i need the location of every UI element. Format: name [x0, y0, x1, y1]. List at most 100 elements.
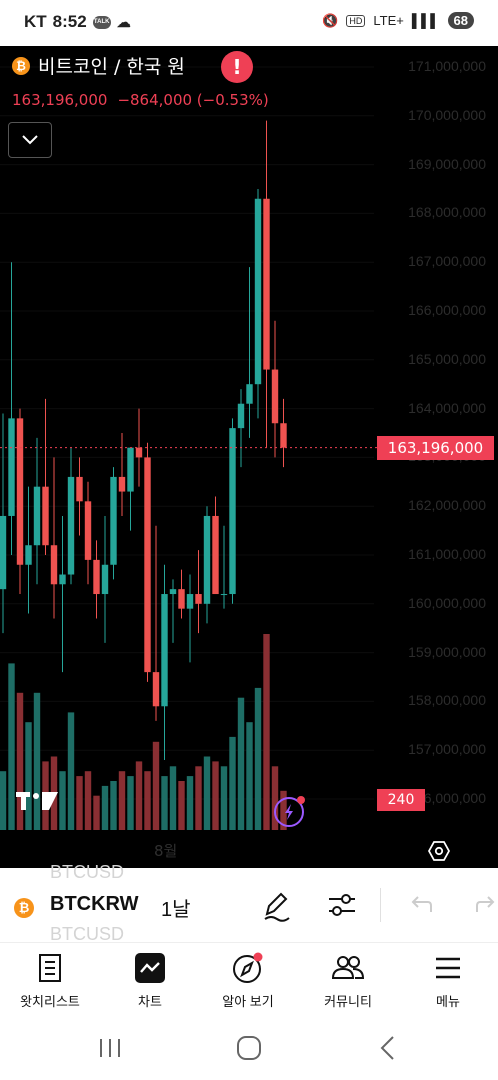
- nav-label: 커뮤니티: [324, 994, 372, 1009]
- y-axis-tick: 161,000,000: [408, 546, 486, 562]
- toolbar-divider: [380, 888, 381, 922]
- candle-body: [50, 545, 58, 585]
- volume-bar: [152, 741, 160, 830]
- status-bar: KT 8:52 TALK ☁ 🔇 HD LTE+ ▌▌▌ 68: [0, 0, 498, 46]
- candle-body: [220, 594, 228, 596]
- volume-bar: [16, 692, 24, 830]
- last-price: 163,196,000: [12, 91, 108, 109]
- nav-explore[interactable]: 알아 보기: [198, 951, 298, 1010]
- symbol-header[interactable]: ₿ 비트코인 / 한국 원: [12, 52, 185, 79]
- battery-level: 68: [447, 12, 474, 29]
- mute-icon: 🔇: [322, 12, 339, 28]
- candle-body: [93, 559, 100, 595]
- redo-icon[interactable]: [474, 888, 498, 923]
- ghost-symbol-below: BTCUSD: [50, 924, 125, 944]
- bitcoin-icon: ₿: [14, 898, 34, 918]
- recent-apps-icon[interactable]: [98, 1036, 122, 1064]
- volume-bar: [212, 761, 219, 830]
- candle-body: [67, 476, 75, 575]
- notification-dot: [297, 796, 305, 804]
- nav-chart[interactable]: 차트: [100, 951, 200, 1010]
- volume-bar: [144, 771, 151, 830]
- y-axis-tick: 168,000,000: [408, 204, 486, 221]
- volume-bar: [263, 634, 270, 830]
- volume-bar: [0, 771, 7, 830]
- volume-bar: [84, 771, 92, 830]
- exclamation-icon[interactable]: !: [221, 51, 253, 83]
- chart-settings-icon[interactable]: [427, 840, 451, 866]
- volume-bar: [59, 771, 66, 830]
- candle-body: [84, 501, 92, 560]
- y-axis-tick: 160,000,000: [408, 594, 486, 611]
- price-change: −864,000 (−0.53%): [117, 91, 269, 109]
- y-axis-tick: 167,000,000: [408, 253, 486, 270]
- candle-body: [161, 594, 168, 707]
- sliders-icon[interactable]: [327, 888, 357, 927]
- volume-bar: [110, 781, 117, 830]
- symbol-title: 비트코인 / 한국 원: [38, 56, 185, 78]
- community-icon: [298, 951, 398, 985]
- chart-toolbar: BTCUSD ₿ BTCKRW BTCUSD 1날: [0, 862, 498, 944]
- candlestick-chart[interactable]: [0, 46, 498, 868]
- candle-body: [135, 447, 143, 458]
- nav-label: 왓치리스트: [20, 994, 80, 1009]
- volume-bar: [93, 795, 100, 830]
- nav-label: 차트: [138, 994, 162, 1009]
- volume-bar: [169, 766, 177, 830]
- nav-menu[interactable]: 메뉴: [398, 951, 498, 1010]
- y-axis-tick: 165,000,000: [408, 350, 486, 367]
- signal-icon: ▌▌▌: [411, 13, 440, 28]
- candle-body: [0, 515, 7, 590]
- home-icon[interactable]: [236, 1035, 262, 1065]
- candle-body: [195, 594, 202, 604]
- volume-bar: [237, 697, 245, 830]
- y-axis-tick: 170,000,000: [408, 106, 486, 123]
- volume-bar: [246, 722, 253, 830]
- volume-bar: [135, 761, 143, 830]
- volume-bar: [127, 776, 134, 830]
- candle-body: [127, 447, 134, 492]
- candle-body: [25, 545, 32, 565]
- y-axis-tick: 171,000,000: [408, 58, 486, 74]
- volume-bar: [271, 766, 279, 830]
- candle-body: [186, 594, 194, 609]
- network-label: LTE+: [373, 13, 404, 28]
- volume-bar: [195, 766, 202, 830]
- back-icon[interactable]: [378, 1035, 398, 1065]
- candle-body: [8, 418, 15, 516]
- system-nav-bar: [0, 1022, 498, 1080]
- volume-bar: [229, 736, 236, 830]
- ghost-symbol-above: BTCUSD: [50, 862, 125, 882]
- interval-selector[interactable]: 1날: [161, 899, 191, 921]
- volume-tag: 240: [377, 789, 425, 811]
- y-axis-tick: 159,000,000: [408, 643, 486, 660]
- candle-body: [101, 564, 109, 595]
- candle-body: [246, 384, 253, 404]
- bitcoin-icon: ₿: [12, 56, 30, 75]
- chevron-down-icon: [22, 135, 38, 145]
- y-axis-tick: 158,000,000: [408, 692, 486, 709]
- candle-body: [110, 476, 117, 565]
- clock: 8:52: [52, 12, 87, 31]
- current-price-tag: 163,196,000: [377, 436, 494, 460]
- lightning-icon[interactable]: [274, 796, 305, 827]
- y-axis-tick: 169,000,000: [408, 155, 486, 172]
- symbol-selector[interactable]: BTCKRW: [50, 893, 139, 915]
- candle-body: [76, 476, 83, 502]
- candle-body: [229, 428, 236, 595]
- nav-label: 알아 보기: [222, 994, 274, 1009]
- y-axis-tick: 164,000,000: [408, 399, 486, 416]
- chart-icon: [100, 951, 200, 985]
- nav-community[interactable]: 커뮤니티: [298, 951, 398, 1010]
- volume-bar: [8, 663, 15, 830]
- nav-label: 메뉴: [436, 994, 460, 1009]
- collapse-button[interactable]: [8, 122, 52, 158]
- carrier: KT: [24, 12, 47, 31]
- pen-icon[interactable]: [261, 888, 291, 927]
- candle-body: [118, 476, 126, 492]
- candle-body: [203, 515, 211, 604]
- undo-icon[interactable]: [408, 888, 434, 923]
- volume-bar: [161, 776, 168, 830]
- nav-watchlist[interactable]: 왓치리스트: [0, 951, 100, 1010]
- talk-icon: TALK: [92, 15, 111, 29]
